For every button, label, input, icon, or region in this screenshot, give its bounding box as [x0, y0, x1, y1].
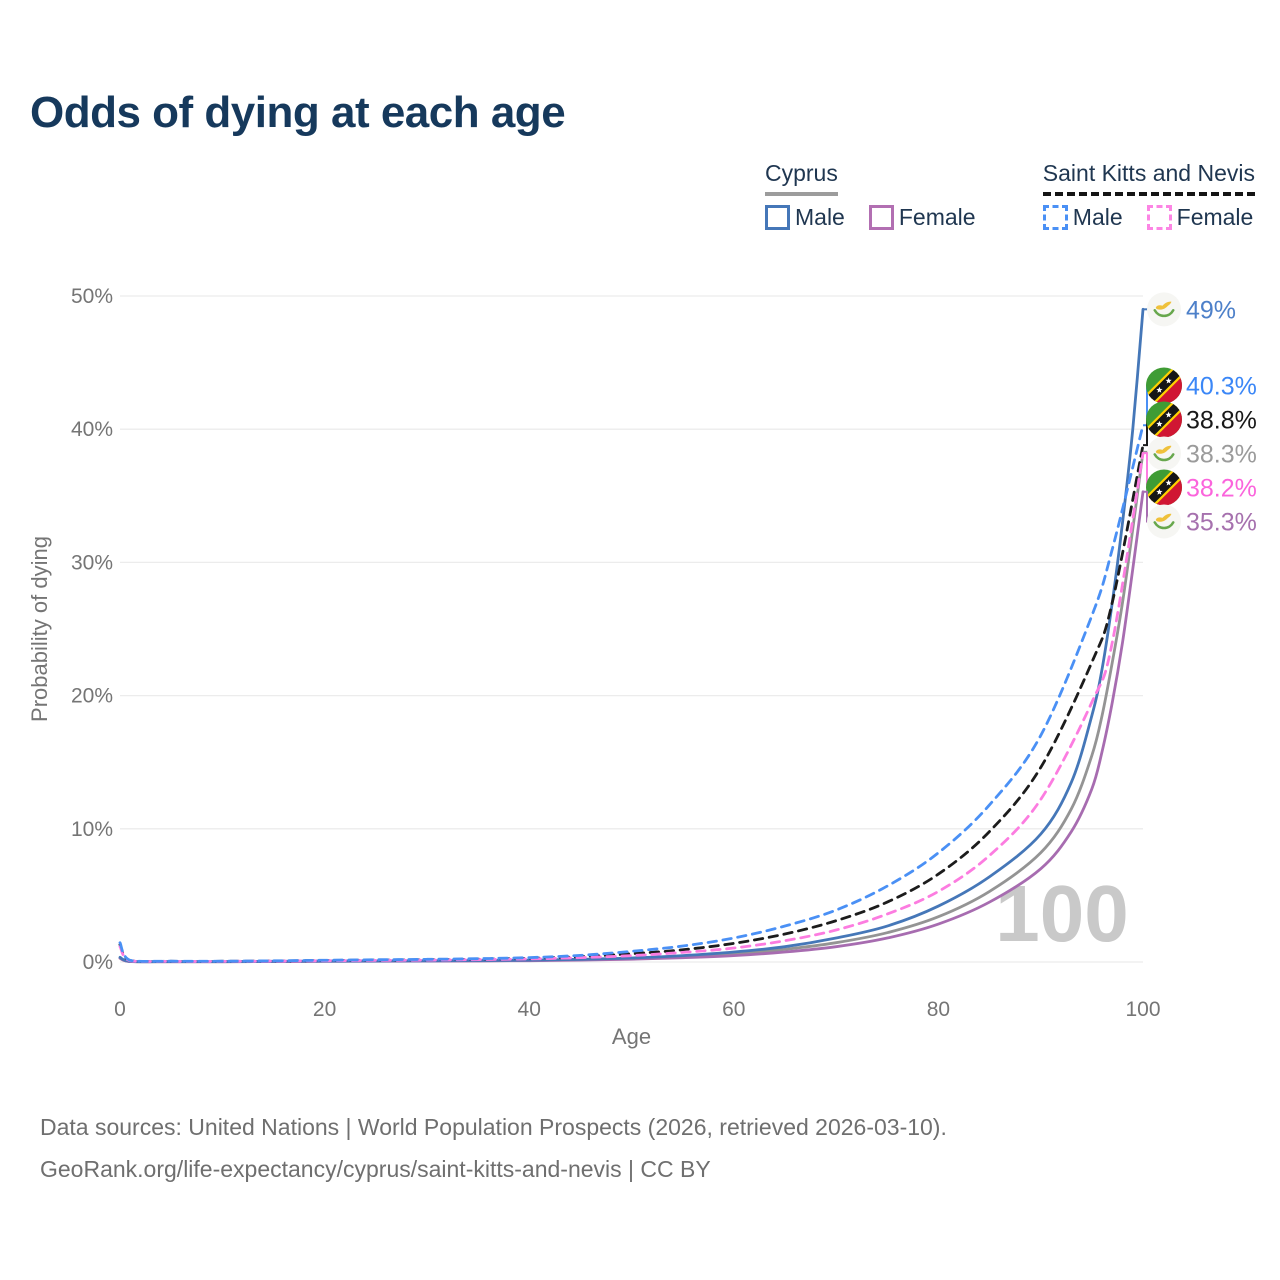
end-value-label-cyprus-male: 49% — [1186, 296, 1236, 324]
legend-swatch-cyprus-female — [868, 205, 894, 230]
legend-label-skn-male: Male — [1072, 204, 1123, 230]
legend-items-saint-kitts-and-nevis: Male Female — [1042, 204, 1255, 231]
y-tick-label-10%: 10% — [71, 818, 113, 841]
end-value-label-cyprus-female: 35.3% — [1186, 508, 1257, 536]
legend-group-cyprus: Cyprus Male Female — [765, 160, 976, 231]
x-tick-label-60: 60 — [722, 998, 745, 1021]
x-tick-label-20: 20 — [313, 998, 336, 1021]
legend-label-cyprus-female: Female — [898, 204, 976, 230]
flag-icon-cyprus — [1147, 292, 1181, 327]
y-tick-label-50%: 50% — [71, 285, 113, 308]
y-axis-title: Probability of dying — [27, 536, 52, 722]
legend: Cyprus Male Female Saint Kitts and Nevis… — [765, 160, 1255, 231]
series-line-saint-kitts-and-nevis-female — [118, 451, 1145, 963]
series-line-cyprus-male — [118, 307, 1145, 964]
x-tick-label-100: 100 — [1125, 998, 1160, 1021]
legend-swatch-cyprus-male — [765, 205, 790, 230]
y-tick-label-0%: 0% — [83, 951, 113, 974]
legend-item-cyprus-female: Female — [868, 204, 976, 231]
watermark-age: 100 — [995, 869, 1128, 958]
flag-icon-cyprus — [1147, 504, 1181, 539]
y-tick-label-30%: 30% — [71, 551, 113, 574]
series-line-saint-kitts-and-nevis-both-sexes — [118, 443, 1145, 963]
flag-icon-cyprus — [1147, 436, 1181, 471]
series-line-cyprus-both-sexes — [118, 450, 1145, 964]
end-value-label-saint-kitts-and-nevis-female: 38.2% — [1186, 474, 1257, 502]
x-tick-label-40: 40 — [518, 998, 541, 1021]
footer: Data sources: United Nations | World Pop… — [40, 1106, 947, 1190]
flag-icon-saint-kitts-and-nevis — [1146, 469, 1182, 506]
page-title: Odds of dying at each age — [30, 88, 566, 137]
x-tick-label-0: 0 — [114, 998, 126, 1021]
footer-attribution: GeoRank.org/life-expectancy/cyprus/saint… — [40, 1156, 711, 1182]
legend-item-skn-male: Male — [1042, 204, 1123, 231]
legend-item-skn-female: Female — [1146, 204, 1254, 231]
legend-country-saint-kitts-and-nevis: Saint Kitts and Nevis — [1042, 160, 1255, 196]
y-tick-label-40%: 40% — [71, 418, 113, 441]
x-tick-label-80: 80 — [927, 998, 950, 1021]
legend-country-cyprus: Cyprus — [765, 160, 838, 196]
legend-label-cyprus-male: Male — [795, 204, 845, 230]
end-value-label-saint-kitts-and-nevis-both-sexes: 38.8% — [1186, 406, 1257, 434]
y-tick-label-20%: 20% — [71, 685, 113, 708]
footer-data-sources: Data sources: United Nations | World Pop… — [40, 1114, 947, 1140]
series-line-saint-kitts-and-nevis-male — [118, 423, 1145, 963]
legend-swatch-skn-male — [1042, 205, 1068, 230]
x-axis-title: Age — [612, 1024, 651, 1049]
legend-item-cyprus-male: Male — [765, 204, 845, 231]
legend-label-skn-female: Female — [1176, 204, 1254, 230]
legend-items-cyprus: Male Female — [765, 204, 976, 231]
legend-swatch-skn-female — [1146, 205, 1172, 230]
legend-group-saint-kitts-and-nevis: Saint Kitts and Nevis Male Female — [1042, 160, 1255, 231]
flag-icon-saint-kitts-and-nevis — [1146, 401, 1182, 438]
flag-icon-saint-kitts-and-nevis — [1146, 367, 1182, 404]
end-value-label-saint-kitts-and-nevis-male: 40.3% — [1186, 372, 1257, 400]
end-value-label-cyprus-both-sexes: 38.3% — [1186, 440, 1257, 468]
